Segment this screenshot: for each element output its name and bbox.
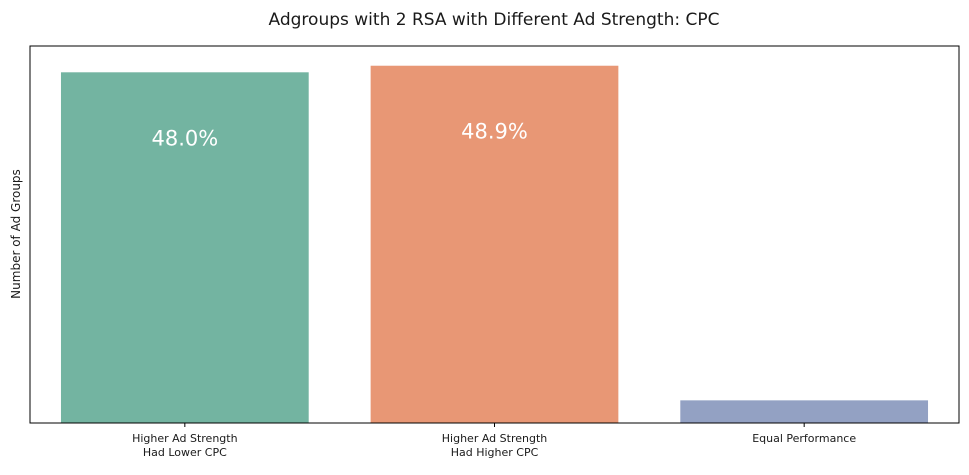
- x-tick-label-1-line-2: Had Lower CPC: [143, 446, 227, 459]
- x-tick-label-2-line-2: Had Higher CPC: [451, 446, 539, 459]
- bar-1: [60, 72, 309, 424]
- x-tick-label-3-line-1: Equal Performance: [752, 432, 856, 445]
- bar-3: [680, 400, 929, 423]
- bar-value-label-2: 48.9%: [461, 120, 528, 144]
- chart-title: Adgroups with 2 RSA with Different Ad St…: [269, 10, 720, 30]
- x-tick-label-1-line-1: Higher Ad Strength: [132, 432, 237, 445]
- x-tick-label-2-line-1: Higher Ad Strength: [442, 432, 547, 445]
- y-axis-label: Number of Ad Groups: [9, 169, 23, 299]
- bars-layer: [60, 65, 929, 424]
- bar-2: [370, 65, 619, 423]
- plot-frame: [29, 45, 960, 424]
- data-labels-layer: 48.0% 48.9%: [151, 120, 527, 151]
- bar-value-label-1: 48.0%: [151, 126, 218, 150]
